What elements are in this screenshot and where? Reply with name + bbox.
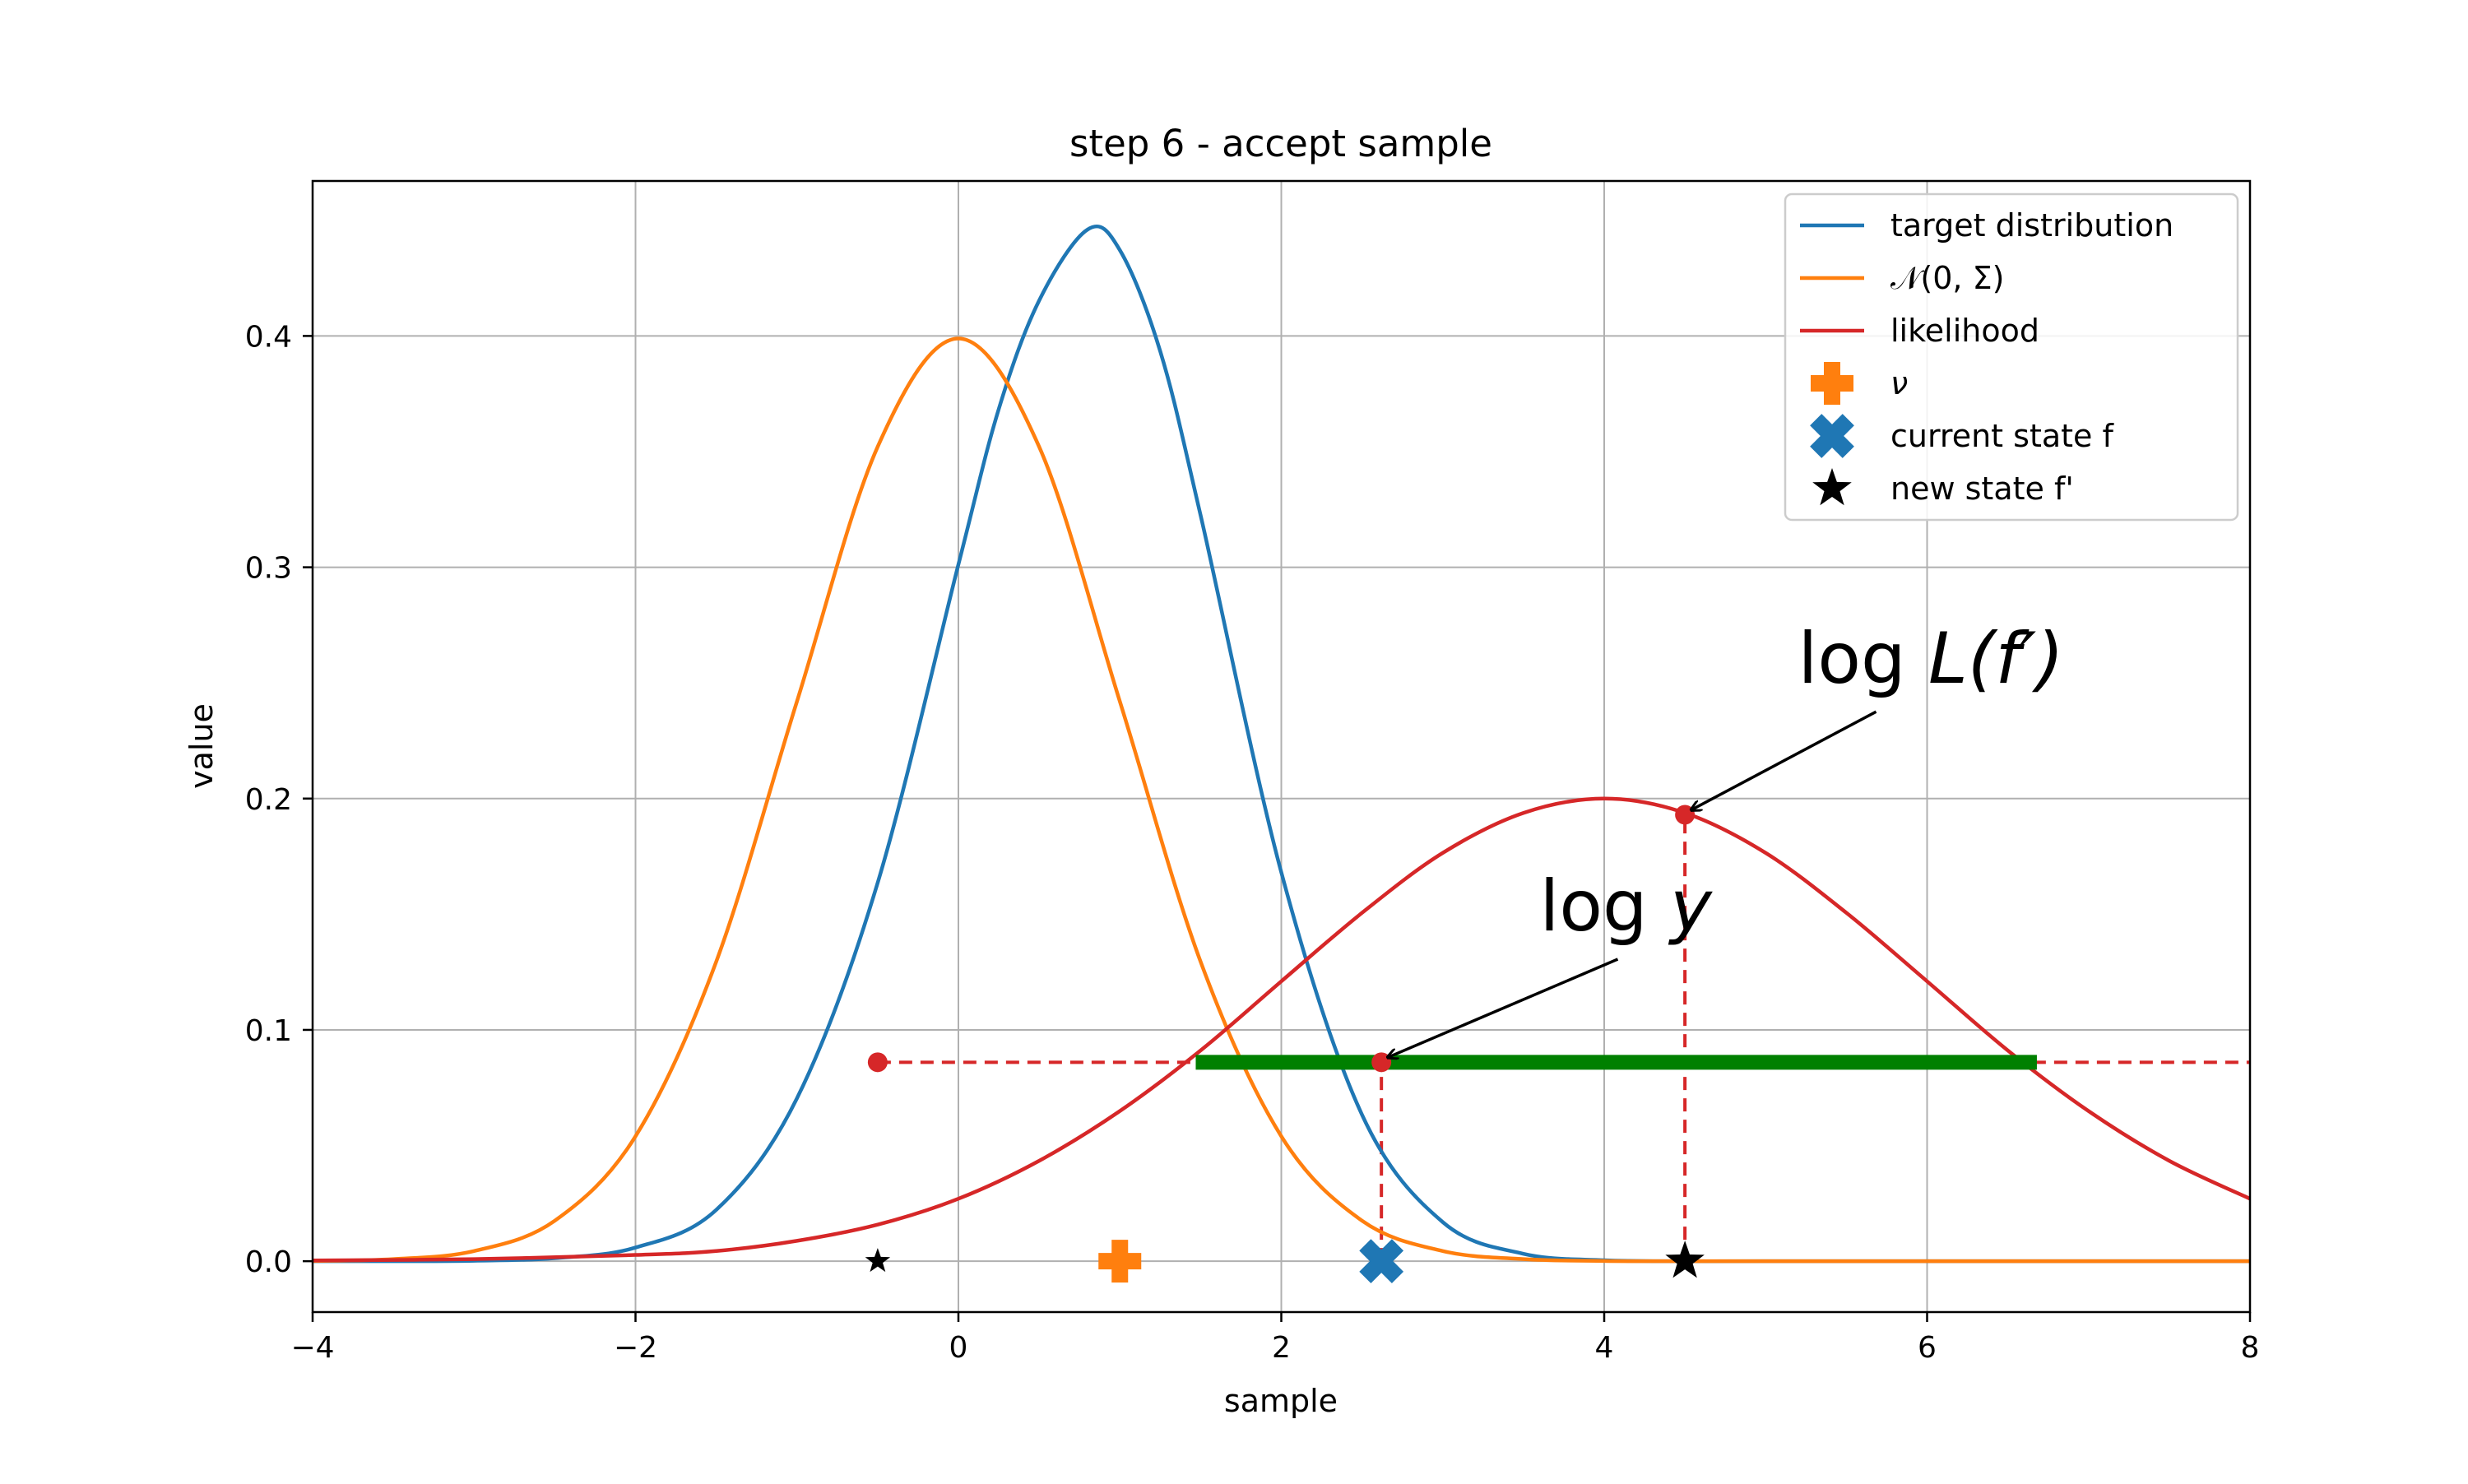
legend-swatch: [1811, 362, 1853, 405]
x-axis-label: sample: [1224, 1383, 1338, 1419]
annotation-arrow: [1691, 710, 1877, 809]
legend-swatch: [1810, 414, 1854, 458]
x-tick-label: 2: [1272, 1331, 1291, 1365]
data-point: [1371, 1052, 1392, 1073]
marker-plus: [1098, 1240, 1142, 1283]
annotation-arrow: [1388, 958, 1619, 1057]
legend-label: ν: [1890, 365, 1908, 401]
series-line: [313, 796, 2250, 1263]
data-point: [1675, 805, 1696, 825]
markers: [865, 1239, 1705, 1284]
plot-area: [313, 224, 2250, 1264]
x-tick-label: −2: [614, 1331, 657, 1365]
legend-label: target distribution: [1890, 207, 2173, 243]
x-tick-label: 6: [1918, 1331, 1937, 1365]
series-line: [313, 336, 2250, 1264]
annotation: log L(f′): [1691, 618, 2064, 809]
legend: target distribution 𝒩(0, Σ) likelihood ν cur…: [1784, 192, 2239, 522]
y-tick-label: 0.0: [245, 1245, 292, 1279]
annotations: log L(f′) log y: [1388, 618, 2064, 1057]
y-tick-label: 0.1: [245, 1014, 292, 1048]
marker-small-star: [865, 1248, 891, 1273]
axis-ticks: −4 −2 0 2 4 6 8 0.0 0.1 0.2 0.3 0.4: [245, 320, 2260, 1365]
legend-swatch: [1812, 468, 1852, 506]
data-point: [867, 1052, 888, 1073]
y-tick-label: 0.3: [245, 552, 292, 586]
legend-box: [1784, 192, 2239, 522]
marker-x: [1359, 1239, 1404, 1284]
legend-label: 𝒩(0, Σ): [1890, 260, 2004, 296]
chart-title: step 6 - accept sample: [1069, 122, 1492, 165]
x-tick-label: −4: [290, 1331, 334, 1365]
annotation-text: log y: [1540, 865, 1713, 948]
legend-label: likelihood: [1890, 313, 2039, 349]
x-tick-label: 8: [2241, 1331, 2260, 1365]
y-axis-label: value: [183, 703, 220, 789]
annotation-text: log L(f′): [1798, 618, 2064, 700]
legend-label: current state f: [1890, 418, 2115, 454]
legend-label: new state f': [1890, 471, 2074, 507]
x-tick-label: 4: [1595, 1331, 1614, 1365]
y-tick-label: 0.4: [245, 320, 292, 354]
annotation: log y: [1388, 865, 1713, 1057]
marker-star: [1665, 1241, 1705, 1278]
x-tick-label: 0: [949, 1331, 968, 1365]
y-tick-label: 0.2: [245, 783, 292, 817]
